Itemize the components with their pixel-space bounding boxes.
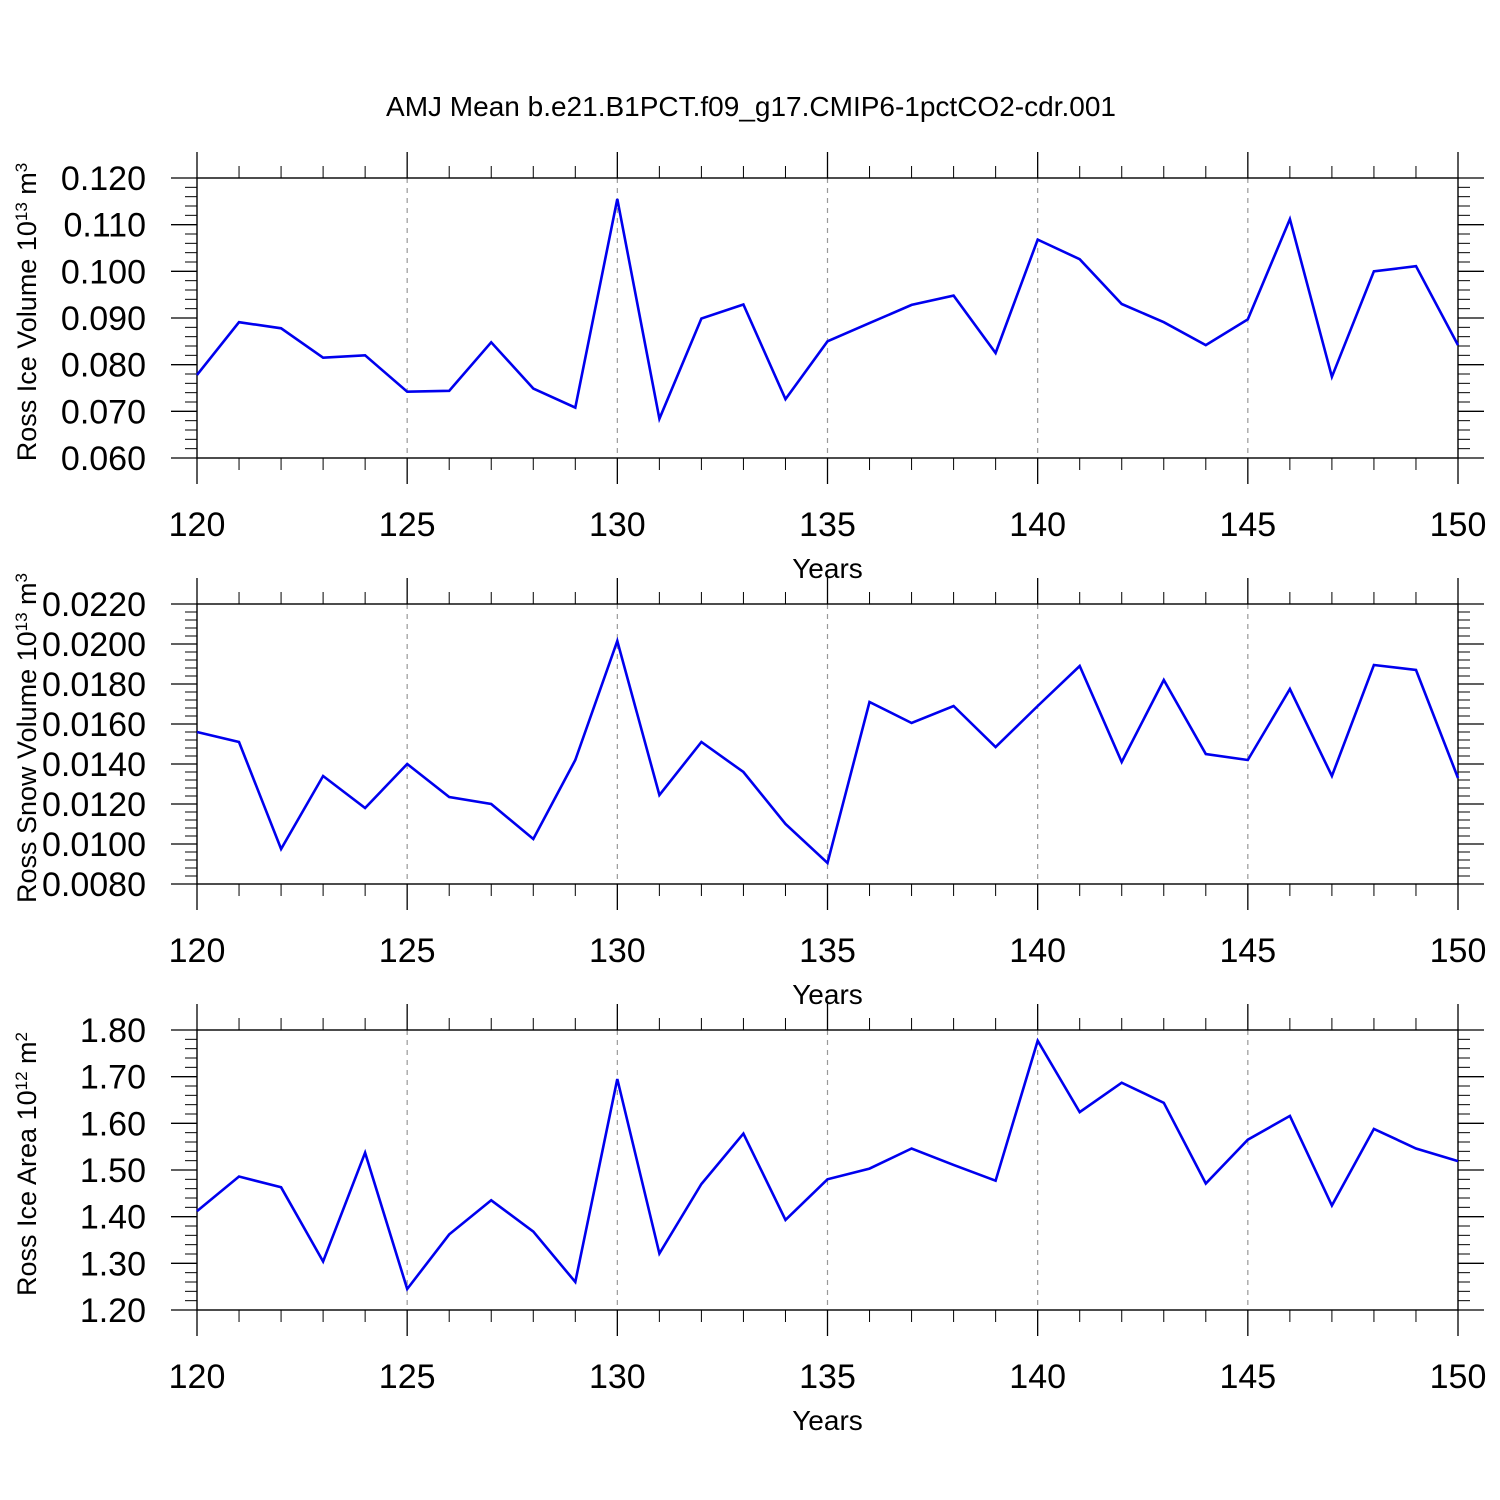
x-tick-label: 125: [379, 932, 436, 970]
y-tick-label: 1.30: [80, 1245, 146, 1283]
x-tick-label: 140: [1009, 1358, 1066, 1396]
y-tick-label: 1.50: [80, 1152, 146, 1190]
x-tick-label: 120: [169, 932, 226, 970]
x-tick-label: 120: [169, 1358, 226, 1396]
x-axis-label: Years: [792, 1405, 863, 1436]
y-axis-label-text: Ross Snow Volume 10: [12, 631, 42, 903]
y-tick-label: 0.0100: [42, 826, 146, 864]
y-axis-label-superscript: 13: [12, 202, 31, 221]
x-tick-label: 140: [1009, 932, 1066, 970]
y-tick-label: 1.60: [80, 1105, 146, 1143]
series-line: [195, 198, 1460, 424]
panel-1: 120 125 130 135 140 145 150 0.060 0.070 0.080 0.09…: [12, 152, 1487, 584]
y-tick-label: 0.0160: [42, 706, 146, 744]
y-axis-label-text: m: [12, 582, 42, 612]
x-tick-label: 135: [799, 1358, 856, 1396]
series-line: [196, 636, 1460, 866]
x-tick-label: 120: [169, 506, 226, 544]
x-tick-label: 135: [799, 506, 856, 544]
series-line: [196, 1037, 1459, 1292]
y-tick-label: 0.080: [61, 347, 146, 385]
y-axis-label: Ross Ice Area 1012 m2: [12, 1032, 43, 1296]
x-tick-label: 145: [1219, 932, 1276, 970]
x-tick-label: 140: [1009, 506, 1066, 544]
x-tick-label: 130: [589, 1358, 646, 1396]
chart-title: AMJ Mean b.e21.B1PCT.f09_g17.CMIP6-1pctC…: [386, 91, 1116, 122]
y-tick-label: 0.070: [61, 393, 146, 431]
y-tick-label: 0.110: [63, 207, 146, 245]
x-tick-label: 150: [1430, 932, 1487, 970]
y-tick-label: 0.0220: [42, 586, 146, 624]
panels: 120 125 130 135 140 145 150 0.060 0.070 0.080 0.09…: [12, 152, 1487, 1436]
y-axis-label-superscript: 2: [12, 1032, 31, 1041]
plot-frame: [196, 177, 1459, 459]
y-tick-label: 1.20: [80, 1292, 146, 1330]
y-axis-label-text: Ross Ice Area 10: [12, 1090, 42, 1296]
y-axis-label-text: m: [12, 172, 42, 202]
y-tick-label: 0.0140: [42, 746, 146, 784]
y-axis-label-text: Ross Ice Volume 10: [12, 221, 42, 461]
y-tick-label: 0.0200: [42, 626, 146, 664]
y-axis-label-text: m: [12, 1041, 42, 1071]
y-tick-label: 0.120: [61, 160, 146, 198]
y-axis-label: Ross Ice Volume 1013 m3: [12, 163, 43, 462]
x-tick-label: 135: [799, 932, 856, 970]
y-axis-label-superscript: 12: [12, 1071, 31, 1090]
x-tick-label: 150: [1430, 1358, 1487, 1396]
x-tick-label: 130: [589, 506, 646, 544]
y-tick-label: 0.0080: [42, 866, 146, 904]
panel-3: 120 125 130 135 140 145 150 1.20 1.30 1.40 1.50 1.6…: [12, 1004, 1487, 1436]
y-axis-label: Ross Snow Volume 1013 m3: [12, 573, 43, 903]
x-tick-label: 145: [1219, 506, 1276, 544]
y-tick-label: 0.0120: [42, 786, 146, 824]
y-tick-label: 1.70: [80, 1059, 146, 1097]
y-axis-label-superscript: 3: [12, 163, 31, 172]
x-tick-label: 150: [1430, 506, 1487, 544]
y-axis-label-superscript: 3: [12, 573, 31, 582]
y-tick-label: 1.40: [80, 1199, 146, 1237]
y-tick-label: 0.0180: [42, 666, 146, 704]
y-tick-label: 1.80: [80, 1012, 146, 1050]
x-tick-label: 125: [379, 1358, 436, 1396]
x-tick-label: 145: [1219, 1358, 1276, 1396]
x-tick-label: 130: [589, 932, 646, 970]
plot-frame: [196, 603, 1459, 885]
plot-frame: [196, 1029, 1459, 1311]
y-tick-label: 0.100: [61, 253, 146, 291]
x-tick-label: 125: [379, 506, 436, 544]
panel-2: 120 125 130 135 140 145 1500.00800.01000.01200…: [12, 573, 1487, 1010]
y-tick-label: 0.060: [61, 440, 146, 478]
y-tick-label: 0.090: [61, 300, 146, 338]
y-axis-label-superscript: 13: [12, 612, 31, 631]
